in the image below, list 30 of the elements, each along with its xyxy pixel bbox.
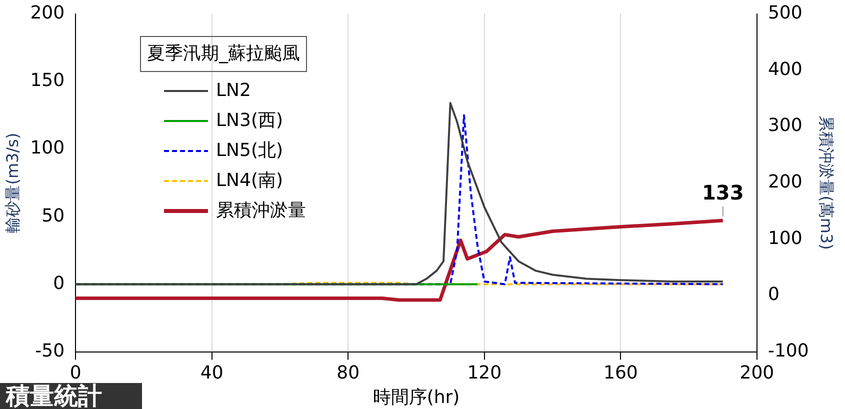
legend-label: 累積沖淤量 <box>216 199 306 223</box>
text: 積量統計 <box>0 382 142 409</box>
y-tick-label: -50 <box>35 340 65 362</box>
y2-tick-label: 300 <box>768 115 802 136</box>
x-tick-label: 120 <box>467 362 502 384</box>
x-tick-label: 40 <box>200 362 224 384</box>
legend-label: LN3(西) <box>216 109 283 133</box>
legend-title: 夏季汛期_蘇拉颱風 <box>140 36 307 72</box>
legend-label: LN5(北) <box>216 139 283 163</box>
y-tick-label: 50 <box>42 205 65 226</box>
annotation: 133 <box>702 180 744 205</box>
y2-tick-label: 200 <box>768 171 802 192</box>
y2-tick-label: 100 <box>768 228 802 249</box>
x-tick-label: 200 <box>740 362 774 384</box>
legend-label: LN2 <box>216 79 251 103</box>
x-axis-title: 時間序(hr) <box>372 386 460 408</box>
y2-tick-label: 500 <box>768 2 802 24</box>
y-tick-label: 150 <box>30 70 65 92</box>
legend-label: LN4(南) <box>216 169 283 193</box>
y2-tick-label: 400 <box>768 58 802 80</box>
y-tick-label: 200 <box>30 2 65 24</box>
x-tick-label: 0 <box>70 362 82 384</box>
y-tick-label: 100 <box>30 138 65 159</box>
y2-axis-title: 累積沖淤量(萬m3) <box>817 116 836 250</box>
x-tick-label: 80 <box>336 362 360 384</box>
x-tick-label: 160 <box>603 362 638 384</box>
y-axis-title: 輸砂量(m3/s) <box>2 132 22 233</box>
y2-tick-label: 0 <box>768 284 780 306</box>
y-tick-label: 0 <box>53 272 65 294</box>
y2-tick-label: -100 <box>768 340 809 362</box>
